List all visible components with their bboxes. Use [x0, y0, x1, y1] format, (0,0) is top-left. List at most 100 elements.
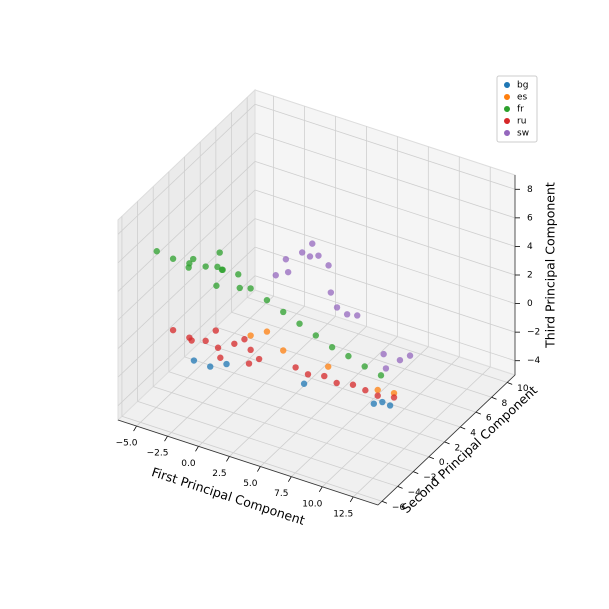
grid-line	[117, 218, 256, 349]
legend-label: fr	[517, 105, 524, 115]
tick-mark	[491, 396, 497, 400]
point	[280, 347, 287, 354]
point	[325, 363, 332, 370]
x-tick-label: −5.0	[116, 439, 138, 449]
tick-mark	[428, 456, 435, 460]
point	[390, 394, 398, 401]
point	[202, 263, 209, 270]
point	[325, 262, 332, 269]
point	[169, 255, 177, 262]
y-tick-label: 8	[502, 399, 508, 409]
tick-mark	[413, 471, 419, 474]
point	[212, 327, 219, 334]
tick-mark	[195, 446, 199, 452]
x-tick-label: 2.5	[212, 469, 226, 479]
point	[312, 332, 320, 339]
tick-mark	[397, 486, 403, 489]
grid-line	[247, 297, 508, 383]
grid-line	[117, 103, 256, 235]
point	[247, 285, 254, 292]
z-axis-label: Third Principal Component	[543, 182, 558, 349]
grid-line	[184, 356, 445, 443]
point	[153, 248, 160, 255]
tick-mark	[507, 382, 513, 385]
tick-mark	[349, 496, 354, 503]
point	[284, 268, 292, 276]
y-tick-label: −4	[408, 488, 422, 498]
grid-line	[254, 246, 516, 333]
grid-line	[117, 246, 256, 378]
point	[354, 312, 361, 319]
grid-line	[215, 326, 476, 413]
legend-label: sw	[517, 129, 529, 139]
y-tick-label: −2	[423, 473, 436, 483]
grid-line	[231, 311, 492, 398]
grid-line	[254, 161, 516, 247]
grid-line	[153, 386, 414, 472]
grid-line	[260, 336, 398, 467]
x-tick-label: 5.0	[243, 479, 258, 489]
tick-mark	[444, 441, 450, 445]
grid-line	[200, 341, 461, 428]
grid-line	[254, 275, 516, 362]
legend-marker	[504, 118, 510, 124]
point	[263, 296, 271, 304]
point	[241, 336, 248, 343]
point	[214, 263, 221, 271]
y-tick-label: 6	[486, 414, 492, 424]
z-tick-label: 4	[527, 242, 533, 252]
z-tick-label: 8	[527, 185, 533, 195]
grid-line	[117, 132, 256, 264]
point	[272, 272, 279, 279]
z-tick-label: −2	[527, 328, 540, 338]
point	[263, 328, 271, 335]
point	[328, 344, 336, 351]
point	[214, 344, 222, 351]
point	[333, 379, 340, 387]
grid-line	[117, 161, 256, 292]
y-tick-label: 0	[439, 458, 445, 468]
tick-mark	[381, 500, 388, 504]
y-tick-label: 2	[455, 443, 461, 453]
point	[292, 364, 299, 371]
x-tick-label: 10.0	[302, 499, 322, 509]
grid-line	[167, 305, 305, 437]
grid-line	[117, 189, 256, 321]
point	[223, 360, 230, 368]
z-tick-label: −4	[527, 356, 541, 366]
tick-mark	[287, 476, 292, 482]
point	[169, 326, 177, 334]
point	[349, 381, 357, 388]
point	[370, 400, 378, 407]
grid-line	[198, 316, 336, 447]
point	[190, 357, 198, 364]
grid-line	[254, 132, 516, 219]
point	[386, 402, 394, 409]
x-tick-label: 0.0	[181, 459, 196, 469]
point	[216, 249, 223, 256]
grid-line	[121, 415, 383, 502]
point	[406, 352, 414, 359]
point	[213, 282, 220, 289]
legend-label: es	[517, 93, 528, 103]
point	[306, 253, 314, 260]
point	[327, 289, 335, 296]
point	[207, 363, 214, 370]
point	[245, 360, 253, 367]
point	[321, 372, 328, 380]
point	[219, 266, 226, 274]
grid-line	[137, 401, 398, 487]
y-tick-label: −6	[392, 503, 406, 513]
point	[382, 365, 390, 372]
y-tick-label: 4	[470, 429, 476, 439]
point	[280, 308, 287, 316]
grid-line	[291, 346, 429, 477]
point	[345, 352, 352, 360]
grid-line	[254, 189, 516, 276]
legend-marker	[504, 106, 510, 112]
point	[380, 350, 387, 358]
tick-mark	[164, 435, 168, 442]
point	[377, 372, 385, 379]
point	[236, 284, 243, 292]
point	[333, 304, 341, 311]
